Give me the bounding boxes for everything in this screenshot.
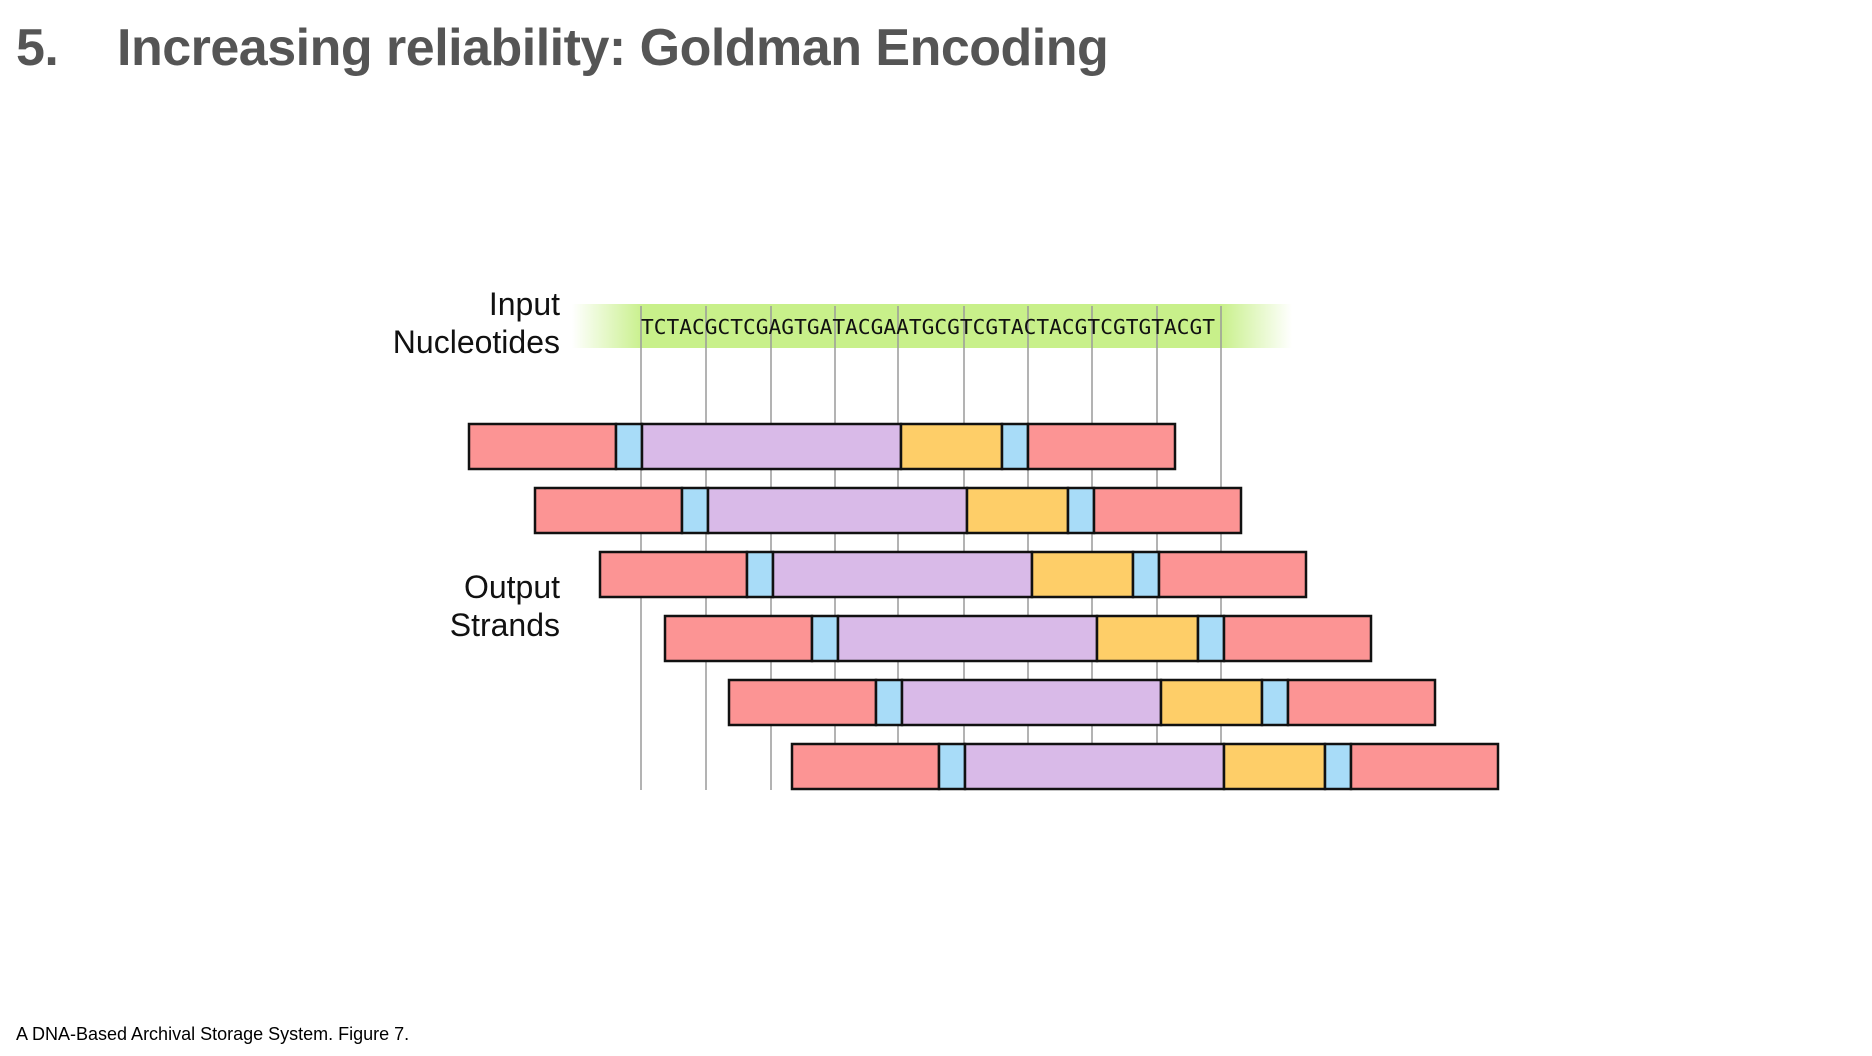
payload-segment — [640, 422, 903, 471]
index-segment — [1323, 742, 1353, 791]
payload-segment — [706, 486, 969, 535]
output-strand-6 — [790, 742, 1500, 791]
citation: A DNA-Based Archival Storage System. Fig… — [16, 1024, 410, 1044]
input-sequence: TCTACGCTCGAGTGATACGAATGCGTCGTACTACGTCGTG… — [641, 315, 1215, 339]
input-sequence-band — [572, 304, 1292, 348]
output-strand-4 — [663, 614, 1373, 663]
index-segment — [937, 742, 967, 791]
output-strand-2 — [533, 486, 1243, 535]
primer-segment — [598, 550, 749, 599]
primer-segment — [467, 422, 618, 471]
primer-segment — [1157, 550, 1308, 599]
payload-segment — [900, 678, 1163, 727]
primer-segment — [1222, 614, 1373, 663]
index-segment — [614, 422, 644, 471]
primer-segment — [790, 742, 941, 791]
primer-segment — [1349, 742, 1500, 791]
slide-title: 5. Increasing reliability: Goldman Encodi… — [16, 18, 1109, 78]
index-segment — [1196, 614, 1226, 663]
output-strand-5 — [727, 678, 1437, 727]
payload-segment — [836, 614, 1099, 663]
payload-segment — [963, 742, 1226, 791]
index-segment — [1066, 486, 1096, 535]
output-strand-1 — [467, 422, 1177, 471]
address-segment — [965, 486, 1070, 535]
primer-segment — [1092, 486, 1243, 535]
index-segment — [874, 678, 904, 727]
index-segment — [810, 614, 840, 663]
slide-number: 5. — [16, 19, 59, 77]
index-segment — [1000, 422, 1030, 471]
address-segment — [1159, 678, 1264, 727]
primer-segment — [727, 678, 878, 727]
index-segment — [680, 486, 710, 535]
primer-segment — [1286, 678, 1437, 727]
address-segment — [1095, 614, 1200, 663]
output-strands — [467, 422, 1500, 791]
output-label-line1: Output — [464, 569, 560, 605]
index-segment — [1131, 550, 1161, 599]
index-segment — [745, 550, 775, 599]
address-segment — [1030, 550, 1135, 599]
primer-segment — [1026, 422, 1177, 471]
payload-segment — [771, 550, 1034, 599]
address-segment — [899, 422, 1004, 471]
input-label-line2: Nucleotides — [393, 324, 560, 360]
primer-segment — [533, 486, 684, 535]
output-strand-3 — [598, 550, 1308, 599]
address-segment — [1222, 742, 1327, 791]
index-segment — [1260, 678, 1290, 727]
primer-segment — [663, 614, 814, 663]
slide-heading: Increasing reliability: Goldman Encoding — [117, 19, 1109, 77]
input-label-line1: Input — [489, 286, 560, 322]
output-label-line2: Strands — [450, 607, 560, 643]
